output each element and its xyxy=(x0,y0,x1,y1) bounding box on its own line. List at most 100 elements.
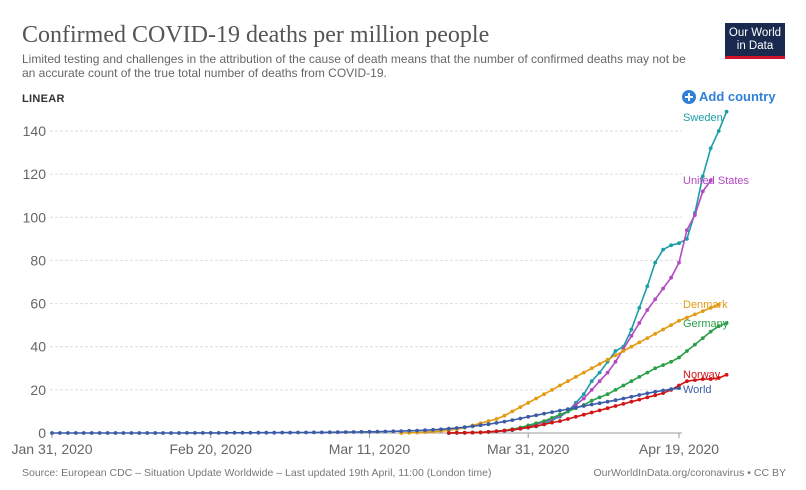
data-point xyxy=(653,331,658,336)
series-label[interactable]: Norway xyxy=(683,369,721,381)
data-point xyxy=(73,431,78,435)
y-tick-label: 120 xyxy=(23,166,47,182)
data-point xyxy=(693,378,697,382)
y-tick-label: 0 xyxy=(38,425,46,441)
data-point xyxy=(351,430,356,434)
series-norway[interactable] xyxy=(446,372,729,435)
scale-toggle[interactable]: LINEAR xyxy=(22,93,65,105)
data-point xyxy=(589,410,594,415)
data-point xyxy=(542,419,546,423)
data-point xyxy=(391,429,396,434)
data-point xyxy=(724,372,729,377)
data-point xyxy=(653,366,658,371)
data-point xyxy=(423,428,427,433)
data-point xyxy=(637,321,642,325)
data-point xyxy=(566,417,570,421)
data-point xyxy=(629,334,634,338)
plus-circle-icon xyxy=(682,89,696,104)
data-point xyxy=(518,426,523,431)
data-point xyxy=(661,388,665,393)
series-world[interactable] xyxy=(50,386,681,435)
data-point xyxy=(708,178,713,183)
data-point xyxy=(454,430,459,435)
data-point xyxy=(518,416,523,421)
data-point xyxy=(486,419,491,423)
data-point xyxy=(272,430,277,435)
data-point xyxy=(589,366,594,371)
data-point xyxy=(605,406,610,411)
data-point xyxy=(629,344,634,349)
data-point xyxy=(621,349,626,353)
data-point xyxy=(685,237,689,241)
data-point xyxy=(597,379,602,384)
data-point xyxy=(526,425,531,430)
data-point xyxy=(534,396,538,401)
data-point xyxy=(653,297,658,302)
add-country-button[interactable]: Add country xyxy=(682,89,776,104)
data-point xyxy=(685,349,689,353)
data-point xyxy=(613,359,618,364)
data-point xyxy=(58,431,62,435)
data-point xyxy=(677,386,681,390)
data-point xyxy=(542,422,546,427)
series-label[interactable]: World xyxy=(683,384,712,396)
credit-link[interactable]: OurWorldInData.org/coronavirus • CC BY xyxy=(593,467,786,479)
data-point xyxy=(700,309,705,313)
data-point xyxy=(558,383,562,388)
data-point xyxy=(113,431,118,435)
data-point xyxy=(66,431,70,435)
data-point xyxy=(550,388,554,392)
data-point xyxy=(248,430,253,435)
data-point xyxy=(645,391,650,396)
data-point xyxy=(716,376,721,380)
data-point xyxy=(669,387,673,392)
data-point xyxy=(605,357,610,362)
data-point xyxy=(232,430,237,435)
data-point xyxy=(526,414,531,419)
data-point xyxy=(494,421,499,425)
data-point xyxy=(129,431,134,435)
data-point xyxy=(97,431,102,435)
data-point xyxy=(518,405,523,409)
data-point xyxy=(645,336,650,340)
data-point xyxy=(700,336,705,340)
data-point xyxy=(558,408,562,413)
data-point xyxy=(494,429,499,434)
series-label[interactable]: Denmark xyxy=(683,299,728,311)
owid-logo[interactable]: Our World in Data xyxy=(725,23,785,59)
data-point xyxy=(581,392,586,397)
data-point xyxy=(685,228,689,233)
data-point xyxy=(581,396,586,401)
data-point xyxy=(454,426,459,430)
data-point xyxy=(502,413,507,418)
data-point xyxy=(319,430,324,435)
data-point xyxy=(359,430,364,434)
data-point xyxy=(637,397,642,402)
data-point xyxy=(645,308,650,312)
data-point xyxy=(597,362,602,366)
data-point xyxy=(589,398,594,403)
data-point xyxy=(550,416,554,420)
data-point xyxy=(185,431,189,435)
data-point xyxy=(169,431,174,435)
data-point xyxy=(312,430,316,435)
data-point xyxy=(89,431,94,435)
data-point xyxy=(661,327,665,332)
series-label[interactable]: Germany xyxy=(683,318,729,330)
data-point xyxy=(637,306,642,310)
data-point xyxy=(335,430,340,435)
data-point xyxy=(708,146,713,151)
data-point xyxy=(304,430,308,435)
data-point xyxy=(645,284,650,289)
data-point xyxy=(216,431,221,435)
data-point xyxy=(669,323,673,327)
series-label[interactable]: United States xyxy=(683,175,750,187)
data-point xyxy=(415,428,419,433)
data-point xyxy=(637,375,642,379)
series-label[interactable]: Sweden xyxy=(683,112,723,124)
logo-line-2: in Data xyxy=(736,40,774,52)
data-point xyxy=(708,329,713,334)
data-point xyxy=(446,431,451,435)
data-point xyxy=(343,430,348,434)
data-point xyxy=(716,129,721,133)
